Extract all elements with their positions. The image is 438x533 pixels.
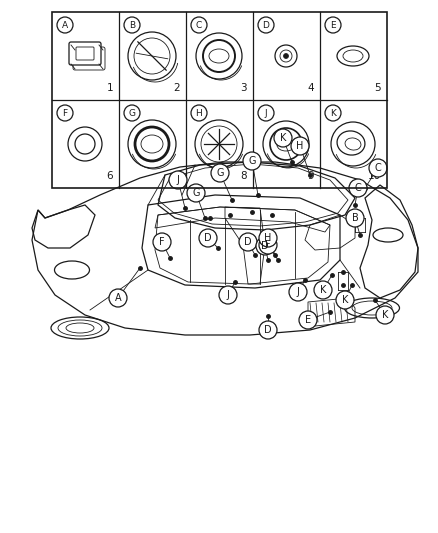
Text: 2: 2 [173,83,180,93]
Circle shape [256,237,274,255]
Circle shape [128,120,176,168]
Circle shape [274,129,292,147]
Circle shape [57,17,73,33]
Text: J: J [265,109,267,117]
Circle shape [291,137,309,155]
Circle shape [124,17,140,33]
Text: D: D [261,241,269,251]
Text: 10: 10 [368,171,381,181]
Text: D: D [264,325,272,335]
Text: H: H [196,109,202,117]
Text: F: F [63,109,67,117]
Text: 7: 7 [173,171,180,181]
Circle shape [109,289,127,307]
Text: C: C [355,183,361,193]
Text: B: B [129,20,135,29]
Text: E: E [330,20,336,29]
Circle shape [259,236,277,254]
Circle shape [263,121,309,167]
Text: B: B [352,213,358,223]
Text: H: H [297,141,304,151]
Circle shape [376,306,394,324]
Text: 8: 8 [240,171,247,181]
Text: K: K [280,133,286,143]
Text: 9: 9 [307,171,314,181]
Circle shape [239,233,257,251]
Text: K: K [342,295,348,305]
Circle shape [153,233,171,251]
Text: G: G [128,109,135,117]
Circle shape [191,105,207,121]
Circle shape [258,17,274,33]
Text: G: G [192,188,200,198]
Circle shape [258,105,274,121]
Text: F: F [265,240,271,250]
Text: G: G [216,168,224,178]
Text: D: D [204,233,212,243]
Circle shape [325,17,341,33]
Text: A: A [115,293,121,303]
Ellipse shape [373,228,403,242]
Circle shape [314,281,332,299]
Text: 4: 4 [307,83,314,93]
Circle shape [369,159,387,177]
Text: J: J [226,290,230,300]
Text: C: C [196,20,202,29]
Circle shape [331,122,375,166]
Text: 5: 5 [374,83,381,93]
Circle shape [169,171,187,189]
Text: D: D [262,20,269,29]
Circle shape [259,229,277,247]
Circle shape [196,33,242,79]
FancyBboxPatch shape [69,42,101,65]
Circle shape [289,283,307,301]
Text: J: J [177,175,180,185]
Circle shape [195,120,243,168]
Text: J: J [297,287,300,297]
Circle shape [187,184,205,202]
Text: K: K [320,285,326,295]
Circle shape [325,105,341,121]
Circle shape [199,229,217,247]
Circle shape [243,152,261,170]
Text: F: F [159,237,165,247]
Text: G: G [248,156,256,166]
Text: C: C [374,163,381,173]
Circle shape [191,17,207,33]
Circle shape [349,179,367,197]
Circle shape [336,291,354,309]
Circle shape [211,164,229,182]
Circle shape [299,311,317,329]
Circle shape [57,105,73,121]
Circle shape [259,321,277,339]
Circle shape [124,105,140,121]
Text: K: K [330,109,336,117]
Text: E: E [305,315,311,325]
Circle shape [128,32,176,80]
Text: 1: 1 [106,83,113,93]
Bar [52,12,387,188]
Circle shape [346,209,364,227]
Circle shape [219,286,237,304]
Text: 6: 6 [106,171,113,181]
Circle shape [283,53,289,59]
Text: D: D [244,237,252,247]
Text: K: K [382,310,388,320]
Text: A: A [62,20,68,29]
Text: H: H [264,233,272,243]
Ellipse shape [54,261,89,279]
Text: 3: 3 [240,83,247,93]
